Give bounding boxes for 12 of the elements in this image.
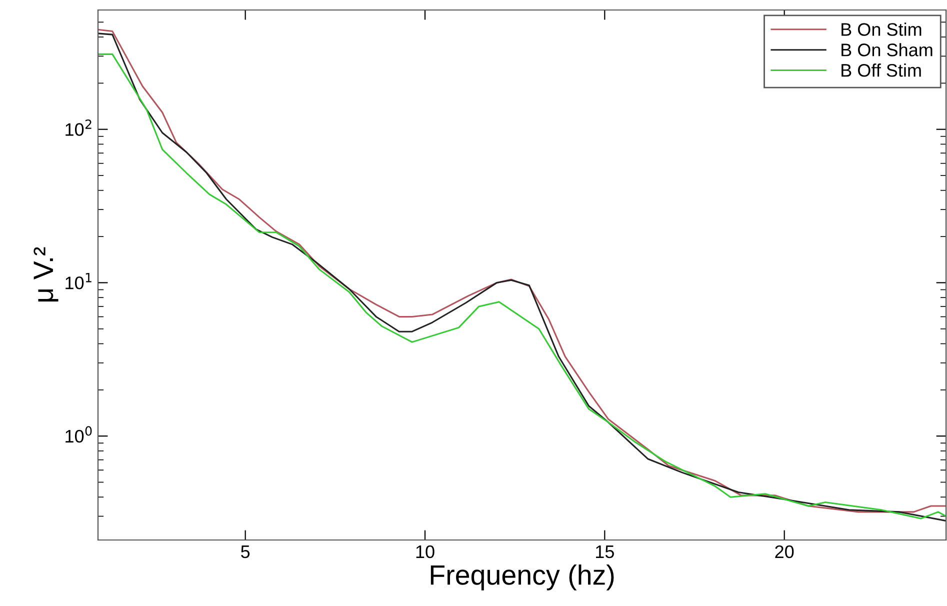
y-tick-label: 10$^{0}$ <box>66 426 92 443</box>
x-tick-label: 15 <box>596 546 614 558</box>
x-axis-title: Frequency (hz) <box>430 564 614 590</box>
x-tick-label: 5 <box>241 546 250 558</box>
y-tick-label: 10$^{2}$ <box>66 119 92 136</box>
y-axis-title: μ V.² <box>34 247 58 302</box>
x-tick-label: 10 <box>416 545 434 558</box>
legend-label: B On Sham <box>842 43 932 56</box>
legend-label: B Off Stim <box>842 64 921 77</box>
legend-label: B On Stim <box>842 22 922 36</box>
x-tick-label: 20 <box>775 545 794 558</box>
y-tick-label: 10$^{1}$ <box>66 272 92 290</box>
